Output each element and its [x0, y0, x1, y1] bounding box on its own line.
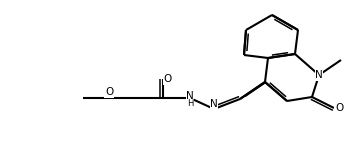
Text: N: N — [315, 70, 323, 80]
Text: N: N — [210, 99, 218, 109]
Text: N: N — [186, 91, 194, 101]
Text: H: H — [187, 100, 193, 109]
Text: O: O — [335, 103, 343, 113]
Text: O: O — [164, 74, 172, 84]
Text: O: O — [105, 87, 113, 97]
